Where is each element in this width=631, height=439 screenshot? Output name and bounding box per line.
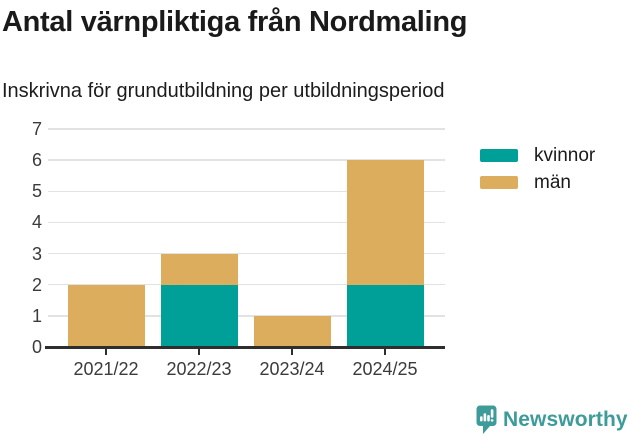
- bar-2022-23-män: [160, 253, 238, 285]
- bar-2023-24-män: [253, 315, 331, 347]
- x-axis-line: [45, 346, 445, 349]
- y-axis-label-6: 6: [31, 150, 42, 171]
- legend-swatch-man: [480, 176, 518, 189]
- chart-subtitle: Inskrivna för grundutbildning per utbild…: [2, 80, 445, 102]
- y-axis-label-4: 4: [31, 212, 42, 233]
- bar-2021-22-män: [67, 284, 145, 347]
- legend-swatch-kvinnor: [480, 149, 518, 162]
- gridline-y5: [48, 190, 445, 193]
- bar-chart-speech-bubble-icon: [476, 405, 497, 434]
- y-axis-label-3: 3: [31, 243, 42, 264]
- x-tick-2021-22: [105, 349, 107, 355]
- y-axis-label-1: 1: [31, 305, 42, 326]
- chart-title: Antal värnpliktiga från Nordmaling: [2, 6, 468, 38]
- y-axis-label-7: 7: [31, 119, 42, 139]
- legend-item-kvinnor: kvinnor: [480, 145, 596, 166]
- x-axis-label-2021-22: 2021/22: [73, 359, 139, 379]
- brand-name: Newsworthy: [503, 408, 628, 431]
- bar-2024-25-kvinnor: [346, 284, 424, 347]
- x-tick-2024-25: [384, 349, 386, 355]
- gridline-y6: [48, 159, 445, 161]
- x-axis-label-2023-24: 2023/24: [259, 359, 325, 379]
- legend-item-man: män: [480, 172, 595, 193]
- bar-2024-25-män: [346, 160, 424, 285]
- gridline-y2: [48, 283, 445, 286]
- y-axis-label-0: 0: [31, 337, 42, 357]
- y-axis-label-2: 2: [31, 274, 42, 295]
- x-tick-2022-23: [198, 349, 200, 355]
- legend-label-kvinnor: kvinnor: [534, 145, 596, 166]
- x-tick-2023-24: [291, 349, 293, 355]
- gridline-y3: [48, 252, 445, 255]
- y-axis-label-5: 5: [31, 181, 42, 202]
- gridline-y1: [48, 315, 445, 317]
- legend: kvinnor män: [480, 145, 596, 193]
- legend-label-man: män: [534, 172, 571, 193]
- x-axis-label-2022-23: 2022/23: [166, 359, 232, 379]
- x-axis-label-2024-25: 2024/25: [352, 359, 418, 379]
- gridline-y7: [48, 128, 445, 130]
- bar-2022-23-kvinnor: [160, 284, 238, 347]
- gridline-y4: [48, 221, 445, 224]
- newsworthy-logo: Newsworthy: [476, 405, 628, 436]
